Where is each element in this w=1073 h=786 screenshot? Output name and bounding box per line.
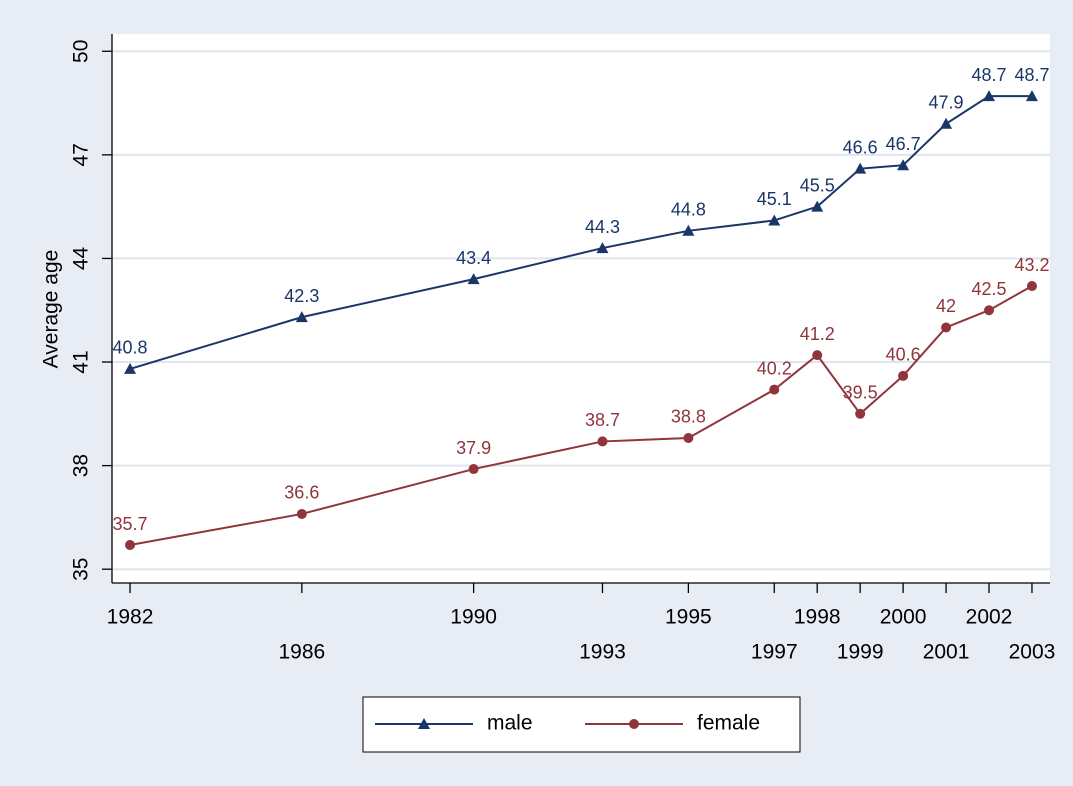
data-point: [769, 384, 780, 395]
plot-area: [112, 34, 1050, 583]
data-point: [596, 242, 609, 254]
data-label: 44.3: [585, 217, 620, 237]
y-tick-label: 47: [70, 143, 93, 166]
x-tick-label: 1997: [751, 641, 798, 664]
data-point: [940, 117, 953, 129]
data-label: 40.8: [113, 338, 148, 358]
data-point: [597, 436, 608, 447]
data-point: [768, 214, 781, 226]
data-label: 48.7: [971, 65, 1006, 85]
data-label: 42.5: [971, 279, 1006, 299]
data-label: 43.2: [1014, 255, 1049, 275]
y-tick-label: 44: [70, 246, 93, 270]
data-point: [295, 311, 308, 323]
data-point: [855, 408, 866, 419]
data-point: [125, 540, 136, 551]
series-line: [129, 285, 1033, 547]
data-point: [984, 305, 995, 316]
legend-marker: [629, 719, 639, 729]
x-tick-label: 1990: [450, 606, 497, 629]
data-label: 40.6: [886, 345, 921, 365]
x-tick-label: 2003: [1009, 641, 1056, 664]
data-label: 46.6: [843, 137, 878, 157]
data-point: [897, 159, 910, 171]
data-point: [682, 224, 695, 236]
data-label: 35.7: [113, 514, 148, 534]
data-label: 48.7: [1014, 65, 1049, 85]
data-label: 45.1: [757, 189, 792, 209]
y-tick-label: 41: [70, 350, 93, 373]
y-tick-label: 50: [70, 40, 93, 63]
data-label: 44.8: [671, 200, 706, 220]
x-tick-label: 2001: [923, 641, 970, 664]
x-tick-label: 2002: [966, 606, 1013, 629]
legend-marker: [418, 718, 430, 729]
data-point: [467, 273, 480, 285]
data-point: [468, 464, 479, 475]
data-label: 40.2: [757, 358, 792, 378]
data-point: [812, 350, 823, 361]
series-line: [129, 95, 1032, 370]
data-point: [1026, 281, 1037, 292]
data-label: 37.9: [456, 438, 491, 458]
data-label: 47.9: [929, 93, 964, 113]
data-point: [1025, 90, 1038, 102]
data-point: [124, 362, 137, 374]
data-label: 43.4: [456, 248, 491, 268]
data-label: 42.3: [284, 286, 319, 306]
data-label: 36.6: [284, 483, 319, 503]
data-point: [941, 322, 952, 333]
data-label: 45.5: [800, 175, 835, 195]
data-point: [811, 200, 824, 212]
x-tick-label: 2000: [880, 606, 927, 629]
data-label: 38.8: [671, 407, 706, 427]
x-tick-label: 1993: [579, 641, 626, 664]
legend-label: female: [697, 712, 760, 735]
data-label: 41.2: [800, 324, 835, 344]
data-point: [983, 90, 996, 102]
data-label: 39.5: [843, 383, 878, 403]
x-tick-label: 1982: [107, 606, 154, 629]
data-point: [683, 432, 694, 443]
data-point: [854, 162, 867, 174]
y-axis-label: Average age: [40, 250, 63, 369]
data-point: [296, 508, 307, 519]
x-tick-label: 1986: [278, 641, 325, 664]
x-tick-label: 1995: [665, 606, 712, 629]
x-tick-label: 1999: [837, 641, 884, 664]
data-point: [898, 370, 909, 381]
legend-label: male: [487, 712, 533, 735]
x-tick-label: 1998: [794, 606, 841, 629]
y-tick-label: 35: [70, 558, 93, 581]
data-label: 46.7: [886, 134, 921, 154]
y-tick-label: 38: [70, 454, 93, 477]
data-label: 42: [936, 296, 956, 316]
data-label: 38.7: [585, 410, 620, 430]
